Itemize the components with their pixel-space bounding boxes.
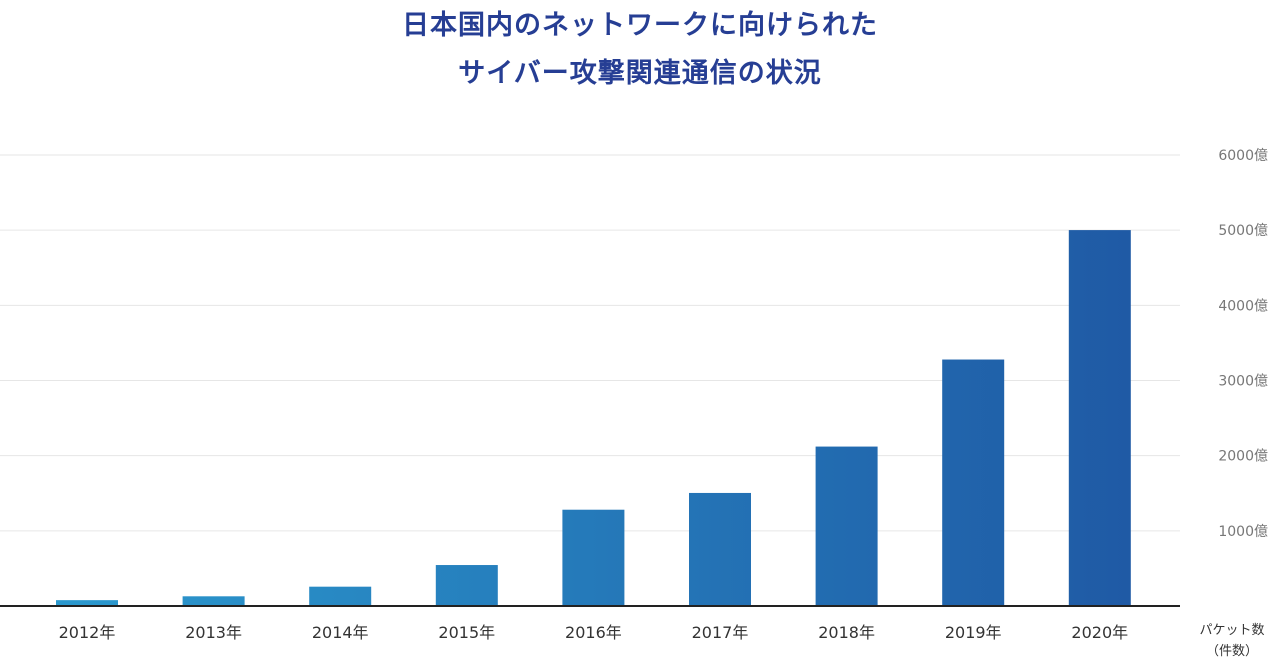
x-tick-label: 2020年 xyxy=(1071,623,1128,642)
y-tick-label: 3000億 xyxy=(1218,374,1268,390)
bar-6 xyxy=(689,492,751,606)
bar-7 xyxy=(815,446,878,606)
x-tick-label: 2013年 xyxy=(185,623,242,642)
bar-2 xyxy=(182,596,245,606)
y-tick-label: 4000億 xyxy=(1218,298,1268,314)
y-tick-label: 1000億 xyxy=(1218,524,1268,540)
y-tick-label: 2000億 xyxy=(1218,449,1268,465)
x-axis-ticks: 2012年 2013年 2014年 2015年 2016年 2017年 2018年 2019年… xyxy=(59,623,1129,642)
y-axis-ticks: 1000億 2000億 3000億 4000億 5000億 6000億 xyxy=(1218,148,1268,540)
bar-8 xyxy=(942,359,1005,606)
bars xyxy=(56,230,1131,607)
y-tick-label: 6000億 xyxy=(1218,148,1268,164)
unit-label-line2: （件数） xyxy=(1206,644,1258,657)
chart-title-line2: サイバー攻撃関連通信の状況 xyxy=(458,58,822,89)
bar-1 xyxy=(56,600,118,606)
unit-label-line1: パケット数 xyxy=(1199,623,1264,638)
chart-title: 日本国内のネットワークに向けられた サイバー攻撃関連通信の状況 xyxy=(0,2,1280,98)
bar-9 xyxy=(1068,230,1131,607)
bar-5 xyxy=(562,509,625,606)
x-tick-label: 2015年 xyxy=(438,623,495,642)
x-tick-label: 2018年 xyxy=(818,623,875,642)
x-tick-label: 2019年 xyxy=(945,623,1002,642)
x-tick-label: 2016年 xyxy=(565,623,622,642)
bar-3 xyxy=(309,586,372,606)
chart-title-line1: 日本国内のネットワークに向けられた xyxy=(402,10,878,41)
x-tick-label: 2017年 xyxy=(692,623,749,642)
x-tick-label: 2014年 xyxy=(312,623,369,642)
y-tick-label: 5000億 xyxy=(1218,223,1268,239)
x-tick-label: 2012年 xyxy=(59,623,116,642)
bar-4 xyxy=(435,565,498,606)
